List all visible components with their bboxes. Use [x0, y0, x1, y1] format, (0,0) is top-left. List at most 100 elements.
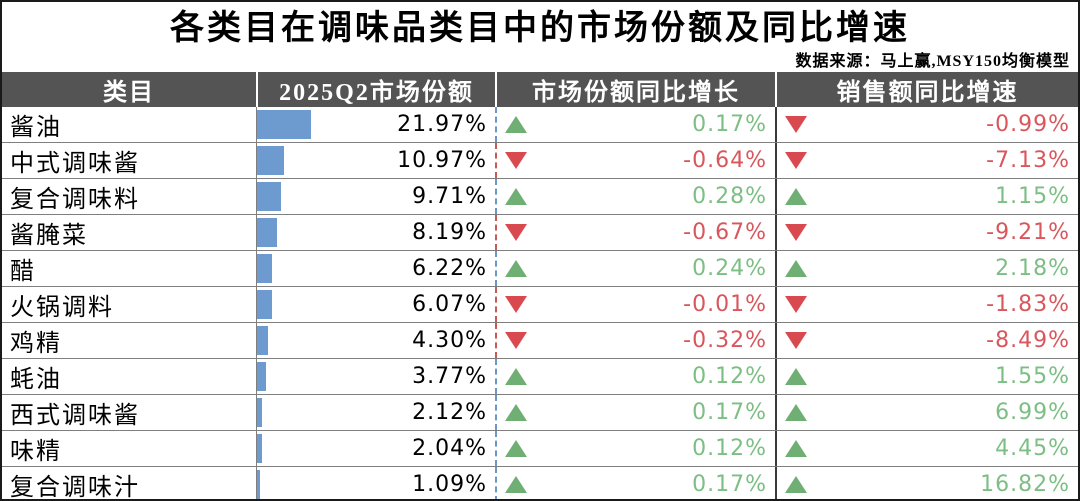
share-value: 6.22% — [412, 256, 487, 281]
table-header: 类目 2025Q2市场份额 市场份额同比增长 销售额同比增速 — [2, 72, 1078, 107]
column-header-category: 类目 — [103, 80, 155, 106]
share-value: 10.97% — [397, 148, 487, 173]
category-cell: 酱油 — [2, 107, 256, 142]
market-share-cell: 21.97% — [256, 107, 495, 142]
market-share-cell: 10.97% — [256, 143, 495, 178]
market-share-cell: 9.71% — [256, 179, 495, 214]
up-triangle-icon — [785, 260, 807, 277]
sales-yoy-cell: -7.13% — [775, 143, 1078, 178]
category-label: 鸡精 — [10, 331, 62, 357]
share-yoy-cell: -0.01% — [495, 287, 775, 322]
category-label: 酱腌菜 — [10, 223, 88, 249]
share-yoy-value: 0.17% — [692, 472, 767, 497]
share-data-bar — [257, 326, 268, 355]
category-label: 味精 — [10, 439, 62, 465]
sales-yoy-cell: 2.18% — [775, 251, 1078, 286]
table-body: 酱油 21.97% 0.17% -0.99% 中式调味酱 10.97% -0.6… — [2, 107, 1078, 499]
table-row: 火锅调料 6.07% -0.01% -1.83% — [2, 287, 1078, 323]
down-triangle-icon — [505, 224, 527, 241]
market-share-cell: 6.22% — [256, 251, 495, 286]
share-data-bar — [257, 110, 311, 139]
title-block: 各类目在调味品类目中的市场份额及同比增速 数据来源：马上赢,MSY150均衡模型 — [2, 2, 1078, 72]
share-yoy-cell: -0.32% — [495, 323, 775, 358]
sales-yoy-value: 2.18% — [995, 256, 1070, 281]
share-yoy-value: 0.17% — [692, 400, 767, 425]
sales-yoy-value: 16.82% — [980, 472, 1070, 497]
share-yoy-cell: 0.17% — [495, 467, 775, 499]
share-value: 21.97% — [397, 112, 487, 137]
sales-yoy-value: -9.21% — [986, 220, 1070, 245]
share-yoy-cell: 0.28% — [495, 179, 775, 214]
down-triangle-icon — [505, 296, 527, 313]
sales-yoy-value: 1.55% — [995, 364, 1070, 389]
down-triangle-icon — [505, 332, 527, 349]
table-row: 醋 6.22% 0.24% 2.18% — [2, 251, 1078, 287]
category-cell: 味精 — [2, 431, 256, 466]
sales-yoy-cell: 1.55% — [775, 359, 1078, 394]
up-triangle-icon — [505, 188, 527, 205]
up-triangle-icon — [785, 188, 807, 205]
share-value: 9.71% — [412, 184, 487, 209]
share-yoy-value: 0.12% — [692, 364, 767, 389]
sales-yoy-value: 4.45% — [995, 436, 1070, 461]
sales-yoy-value: 1.15% — [995, 184, 1070, 209]
share-yoy-cell: 0.24% — [495, 251, 775, 286]
sales-yoy-value: -1.83% — [986, 292, 1070, 317]
share-data-bar — [257, 434, 262, 463]
market-share-cell: 2.12% — [256, 395, 495, 430]
share-yoy-cell: 0.12% — [495, 431, 775, 466]
up-triangle-icon — [785, 404, 807, 421]
share-data-bar — [257, 182, 281, 211]
column-header-share-yoy: 市场份额同比增长 — [495, 72, 775, 107]
down-triangle-icon — [785, 332, 807, 349]
share-yoy-value: 0.24% — [692, 256, 767, 281]
category-cell: 中式调味酱 — [2, 143, 256, 178]
sales-yoy-cell: -1.83% — [775, 287, 1078, 322]
down-triangle-icon — [785, 116, 807, 133]
page-title: 各类目在调味品类目中的市场份额及同比增速 — [170, 10, 910, 47]
share-data-bar — [257, 290, 272, 319]
table-row: 西式调味酱 2.12% 0.17% 6.99% — [2, 395, 1078, 431]
share-yoy-value: 0.12% — [692, 436, 767, 461]
table-row: 复合调味汁 1.09% 0.17% 16.82% — [2, 467, 1078, 499]
share-value: 6.07% — [412, 292, 487, 317]
category-label: 复合调味料 — [10, 187, 140, 213]
share-yoy-cell: 0.17% — [495, 107, 775, 142]
up-triangle-icon — [505, 368, 527, 385]
up-triangle-icon — [785, 440, 807, 457]
share-data-bar — [257, 362, 267, 391]
sales-yoy-cell: -9.21% — [775, 215, 1078, 250]
category-label: 酱油 — [10, 115, 62, 141]
share-value: 2.04% — [412, 436, 487, 461]
share-yoy-value: 0.28% — [692, 184, 767, 209]
share-data-bar — [257, 218, 278, 247]
sales-yoy-cell: 16.82% — [775, 467, 1078, 499]
table-row: 鸡精 4.30% -0.32% -8.49% — [2, 323, 1078, 359]
category-label: 西式调味酱 — [10, 403, 140, 429]
share-yoy-value: -0.64% — [683, 148, 767, 173]
share-value: 8.19% — [412, 220, 487, 245]
category-label: 火锅调料 — [10, 295, 114, 321]
category-cell: 醋 — [2, 251, 256, 286]
up-triangle-icon — [505, 476, 527, 493]
share-yoy-cell: 0.12% — [495, 359, 775, 394]
table-row: 味精 2.04% 0.12% 4.45% — [2, 431, 1078, 467]
sales-yoy-cell: 4.45% — [775, 431, 1078, 466]
share-yoy-value: 0.17% — [692, 112, 767, 137]
down-triangle-icon — [505, 152, 527, 169]
column-header-market-share: 2025Q2市场份额 — [256, 72, 495, 107]
share-value: 2.12% — [412, 400, 487, 425]
sales-yoy-cell: -0.99% — [775, 107, 1078, 142]
sales-yoy-cell: -8.49% — [775, 323, 1078, 358]
sales-yoy-value: -7.13% — [986, 148, 1070, 173]
sales-yoy-cell: 6.99% — [775, 395, 1078, 430]
category-cell: 西式调味酱 — [2, 395, 256, 430]
category-label: 蚝油 — [10, 367, 62, 393]
market-share-cell: 4.30% — [256, 323, 495, 358]
share-data-bar — [257, 146, 284, 175]
market-share-cell: 3.77% — [256, 359, 495, 394]
share-data-bar — [257, 398, 263, 427]
column-header-sales-yoy: 销售额同比增速 — [775, 72, 1078, 107]
category-cell: 复合调味汁 — [2, 467, 256, 499]
up-triangle-icon — [505, 116, 527, 133]
